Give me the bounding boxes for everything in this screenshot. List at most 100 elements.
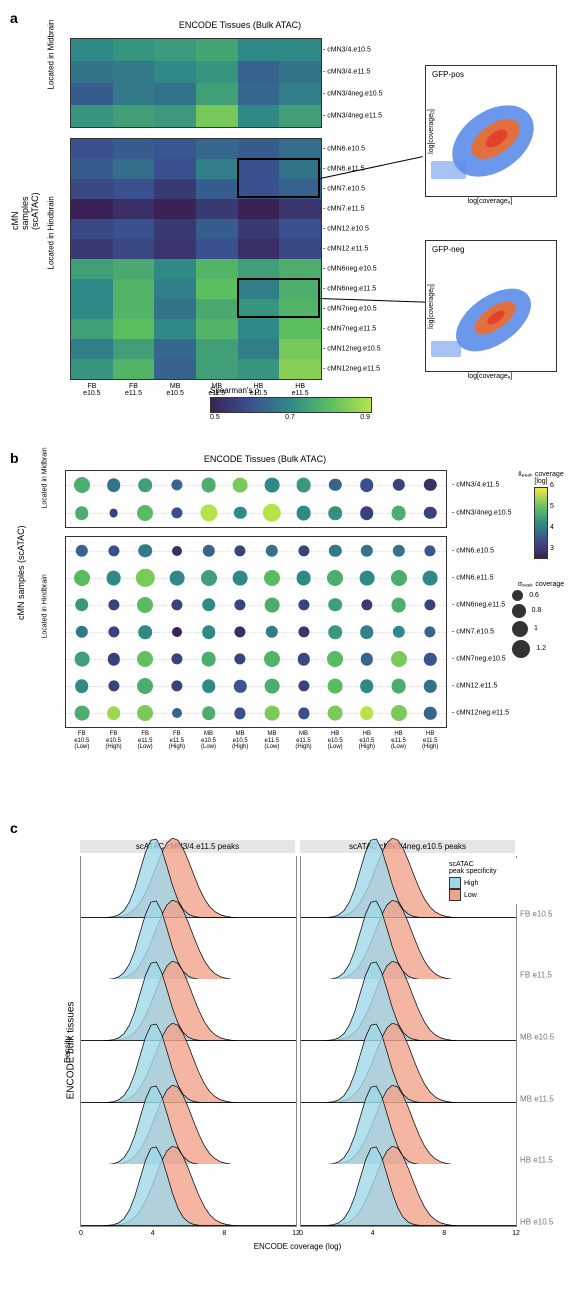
c-legend-row: Low: [449, 889, 519, 901]
dot: [328, 598, 342, 612]
heatmap-cell: [279, 239, 321, 259]
dot: [200, 504, 217, 521]
heatmap-cell: [196, 179, 238, 199]
heatmap-row-label: cMN12neg.e11.5: [327, 366, 380, 373]
scatter-gfp-neg: GFP-neg: [425, 240, 557, 372]
x-tick-label: 0: [79, 1230, 83, 1237]
dot: [74, 652, 89, 667]
dot: [138, 478, 152, 492]
dot: [264, 706, 279, 721]
heatmap-cell: [71, 319, 113, 339]
x-tick-label: 8: [442, 1230, 446, 1237]
dot: [298, 545, 309, 556]
dot: [74, 477, 90, 493]
dot-x-label: HB e11.5 (High): [422, 731, 438, 751]
heatmap-cell: [71, 39, 113, 61]
dot: [108, 626, 119, 637]
color-legend-title: x̄ₚₑₐₖ coverage [log]: [512, 470, 570, 485]
dot: [171, 599, 182, 610]
dot: [327, 651, 343, 667]
heatmap-cell: [113, 105, 155, 127]
dot: [361, 599, 372, 610]
scatter1-ylabel: log[coverageᵦ]: [428, 109, 435, 154]
heatmap-cell: [196, 319, 238, 339]
heatmap-cell: [154, 139, 196, 159]
dot: [171, 507, 182, 518]
dot: [107, 478, 121, 492]
heatmap-cell: [154, 83, 196, 105]
scatter-title: GFP-neg: [432, 245, 464, 254]
dot: [76, 544, 88, 556]
dot: [172, 708, 182, 718]
heatmap-cell: [71, 339, 113, 359]
heatmap-cell: [113, 359, 155, 379]
heatmap-cell: [279, 219, 321, 239]
heatmap-cell: [71, 105, 113, 127]
heatmap-row-label: cMN3/4.e11.5: [327, 69, 370, 76]
dot: [202, 679, 216, 693]
dot-x-label: FB e11.5 (Low): [138, 731, 153, 751]
dot: [202, 707, 216, 721]
dot: [172, 546, 182, 556]
ridge-row-label: HB e11.5: [520, 1156, 553, 1165]
dot: [76, 626, 88, 638]
heatmap-cell: [154, 359, 196, 379]
dot-x-label: MB e11.5 (Low): [264, 731, 279, 751]
dot: [329, 479, 341, 491]
heatmap-cell: [196, 339, 238, 359]
heatmap-cell: [196, 279, 238, 299]
dot: [297, 653, 309, 665]
dot: [264, 651, 280, 667]
ridge-row-label: FB e10.5: [520, 909, 552, 918]
dot: [108, 545, 119, 556]
ridge-row-label: MB e10.5: [520, 1033, 554, 1042]
dot-row-label: cMN6.e10.5: [452, 547, 494, 554]
heatmap-cell: [154, 299, 196, 319]
dot: [137, 678, 153, 694]
panel-b: b ENCODE Tissues (Bulk ATAC) cMN samples…: [10, 450, 560, 790]
dot: [171, 681, 182, 692]
dot: [107, 707, 121, 721]
heatmap-callout-1: [237, 158, 320, 198]
heatmap-row-label: cMN3/4neg.e10.5: [327, 91, 383, 98]
dot-row-label: cMN3/4.e11.5: [452, 482, 499, 489]
heatmap-legend-ticks: 0.5 0.7 0.9: [210, 414, 370, 421]
heatmap-cell: [71, 299, 113, 319]
heatmap-cell: [113, 299, 155, 319]
dot-row-label: cMN7neg.e10.5: [452, 656, 506, 663]
dot-x-label: MB e10.5 (Low): [201, 731, 216, 751]
dot: [74, 706, 89, 721]
panel-b-ylabel-top: Located in Midbrain: [42, 499, 49, 509]
dot: [298, 599, 309, 610]
heatmap-cell: [279, 61, 321, 83]
heatmap-cell: [71, 279, 113, 299]
ridge-row: [81, 1146, 296, 1226]
panel-a-ylabel-top: Located in Midbrain: [47, 80, 56, 90]
heatmap-x-label: MB e10.5: [166, 383, 184, 397]
panel-a: a ENCODE Tissues (Bulk ATAC) cMN samples…: [10, 10, 560, 420]
heatmap-cell: [113, 61, 155, 83]
dot: [327, 570, 343, 586]
heatmap-cell: [154, 39, 196, 61]
dot: [74, 570, 90, 586]
dot: [424, 680, 436, 692]
dot: [425, 599, 436, 610]
dot: [234, 507, 246, 519]
heatmap-cell: [238, 139, 280, 159]
size-legend-title: σₚₑₐₖ coverage: [512, 580, 570, 588]
dot: [298, 708, 309, 719]
dot: [202, 625, 216, 639]
dot: [75, 679, 89, 693]
heatmap-cell: [71, 139, 113, 159]
scatter1-xlabel: log[coverageₐ]: [425, 198, 555, 205]
dot: [391, 651, 407, 667]
heatmap-cell: [113, 339, 155, 359]
heatmap-row-label: cMN12neg.e10.5: [327, 346, 381, 353]
heatmap-cell: [238, 259, 280, 279]
heatmap-cell: [196, 83, 238, 105]
heatmap-cell: [238, 319, 280, 339]
dot: [391, 597, 406, 612]
heatmap-cell: [154, 179, 196, 199]
scatter2-ylabel: log[coverageᵦ]: [428, 284, 435, 329]
panel-b-color-legend: x̄ₚₑₐₖ coverage [log] 6543: [512, 470, 570, 559]
